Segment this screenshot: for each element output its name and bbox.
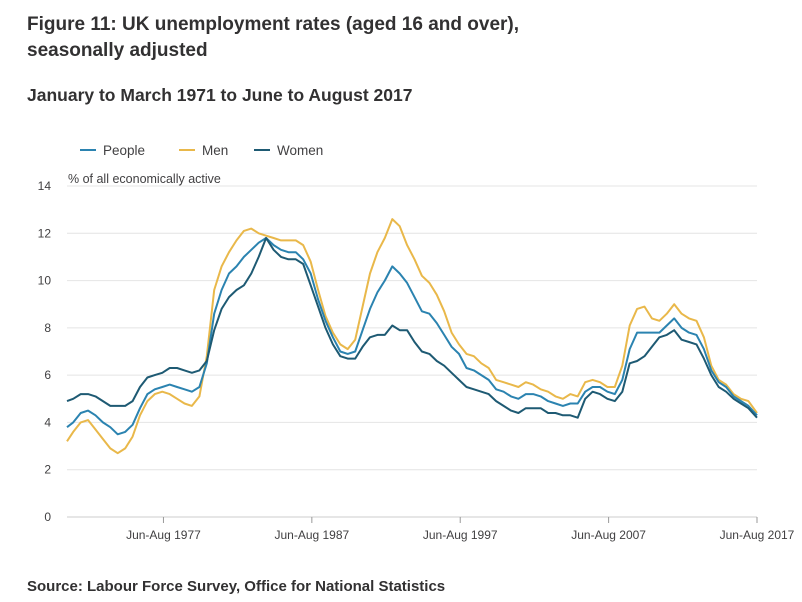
chart-title-line-2: seasonally adjusted [27, 40, 208, 61]
y-tick-label: 14 [38, 179, 52, 193]
y-tick-label: 4 [44, 415, 51, 429]
chart-legend: People Men Women [80, 143, 323, 158]
x-tick-label: Jun-Aug 2017 [720, 528, 795, 542]
y-axis-ticks: 0 2 4 6 8 10 12 14 [38, 179, 52, 524]
y-tick-label: 6 [44, 368, 51, 382]
chart-title-line-1: Figure 11: UK unemployment rates (aged 1… [27, 14, 520, 35]
series-lines [66, 218, 758, 455]
chart-source: Source: Labour Force Survey, Office for … [27, 578, 446, 595]
y-tick-label: 8 [44, 321, 51, 335]
x-tick-label: Jun-Aug 1997 [423, 528, 498, 542]
y-tick-label: 0 [44, 510, 51, 524]
y-gridlines [67, 185, 757, 518]
legend-label-men: Men [202, 143, 228, 158]
legend-label-women: Women [277, 143, 323, 158]
legend-label-people: People [103, 143, 145, 158]
y-tick-label: 12 [38, 226, 52, 240]
y-tick-label: 2 [44, 463, 51, 477]
x-axis: Jun-Aug 1977 Jun-Aug 1987 Jun-Aug 1997 Jun-… [126, 517, 795, 542]
chart-subtitle: January to March 1971 to June to August … [27, 85, 413, 105]
series-line-people [66, 237, 758, 436]
y-tick-label: 10 [38, 274, 52, 288]
y-axis-label: % of all economically active [68, 172, 221, 186]
series-line-men [66, 218, 758, 455]
chart-title: Figure 11: UK unemployment rates (aged 1… [27, 12, 767, 64]
series-line-women [66, 237, 758, 419]
line-chart: People Men Women % of all economically act… [38, 143, 795, 542]
x-tick-label: Jun-Aug 2007 [571, 528, 646, 542]
x-tick-label: Jun-Aug 1977 [126, 528, 201, 542]
x-tick-label: Jun-Aug 1987 [274, 528, 349, 542]
